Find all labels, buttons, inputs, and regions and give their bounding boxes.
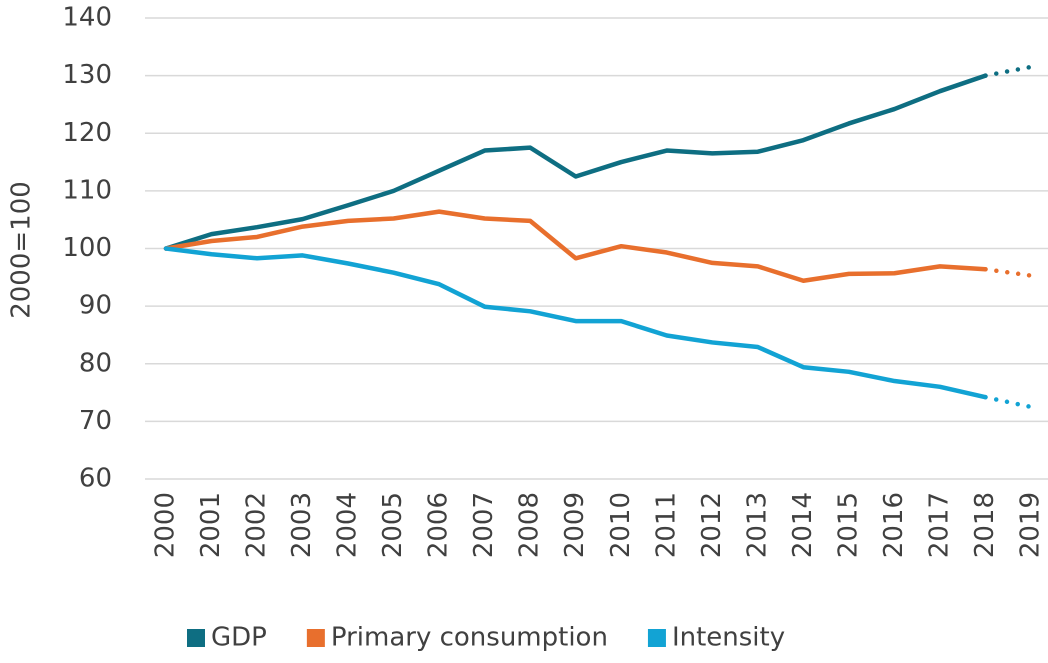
x-tick-label: 2007: [469, 492, 499, 558]
series-line: [163, 209, 988, 284]
x-tick-label: 2006: [424, 492, 454, 558]
x-tick-label: 2004: [333, 492, 363, 558]
y-tick-label: 120: [62, 118, 112, 148]
x-tick-label: 2008: [515, 492, 545, 558]
x-tick-label: 2005: [378, 492, 408, 558]
x-tick-label: 2009: [560, 492, 590, 558]
x-tick-label: 2017: [924, 492, 954, 558]
x-tick-label: 2015: [833, 492, 863, 558]
x-tick-label: 2012: [697, 492, 727, 558]
x-tick-label: 2018: [970, 492, 1000, 558]
x-tick-label: 2019: [1016, 492, 1046, 558]
y-tick-label: 130: [62, 60, 112, 90]
x-tick-label: 2014: [788, 492, 818, 558]
y-tick-label: 60: [79, 464, 112, 494]
y-axis-label: 2000=100: [7, 181, 37, 319]
x-tick-label: 2011: [651, 492, 681, 558]
x-tick-label: 2010: [606, 492, 636, 558]
legend-label: GDP: [211, 623, 267, 653]
legend-swatch: [306, 629, 325, 647]
series-line-dotted: [983, 266, 1034, 278]
y-tick-label: 80: [79, 348, 112, 378]
legend-label: Intensity: [672, 623, 785, 653]
series-line-dotted: [983, 64, 1034, 78]
x-tick-label: 2003: [287, 492, 317, 558]
y-tick-label: 110: [62, 175, 112, 205]
x-tick-label: 2016: [879, 492, 909, 558]
y-tick-label: 90: [79, 291, 112, 321]
series-line: [163, 73, 988, 251]
x-tick-label: 2013: [742, 492, 772, 558]
legend-swatch: [647, 629, 666, 647]
legend-label: Primary consumption: [331, 623, 608, 653]
y-tick-label: 70: [79, 406, 112, 436]
y-tick-label: 100: [62, 233, 112, 263]
x-tick-label: 2000: [151, 492, 181, 558]
y-tick-label: 140: [62, 3, 112, 33]
series-line-dotted: [983, 394, 1034, 410]
series-line: [163, 246, 988, 400]
x-tick-label: 2001: [196, 492, 226, 558]
x-tick-label: 2002: [242, 492, 272, 558]
legend-swatch: [187, 629, 205, 647]
